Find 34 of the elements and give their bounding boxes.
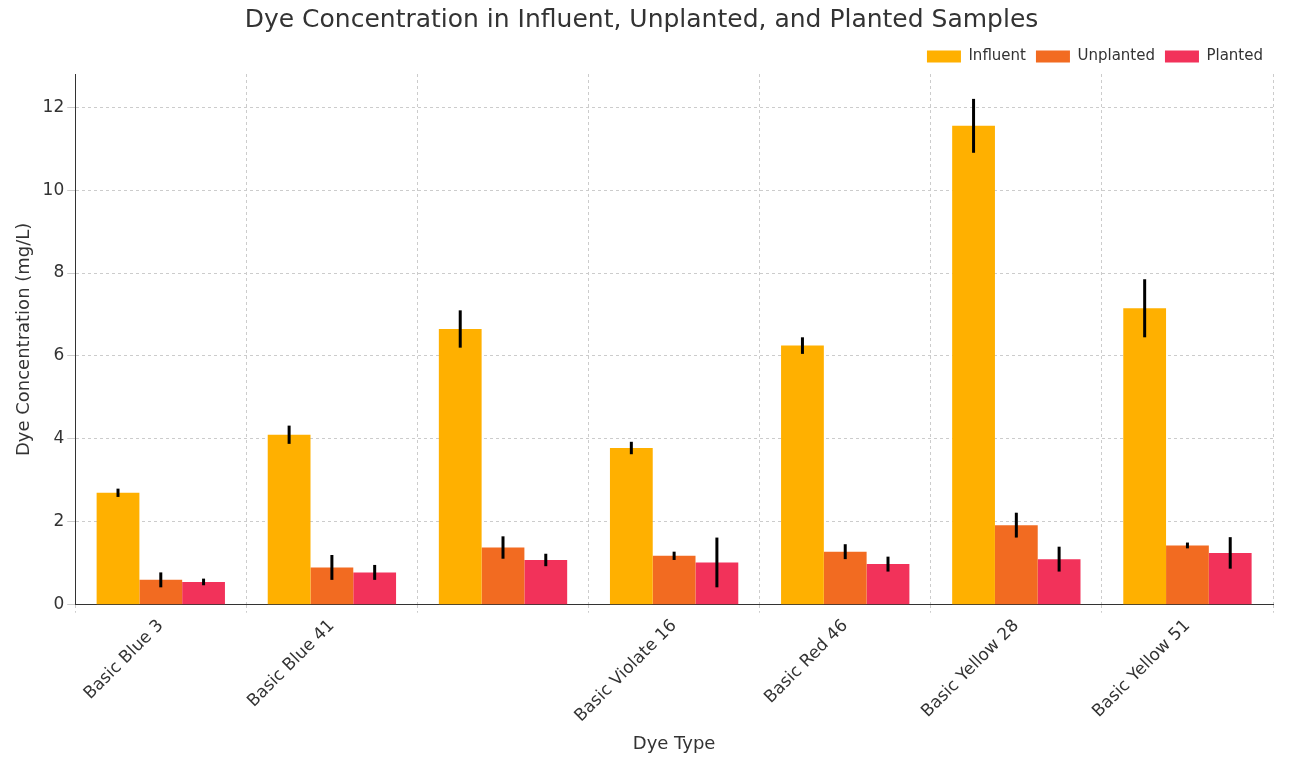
bar	[1166, 545, 1209, 605]
bar	[1123, 308, 1167, 605]
y-tick-label: 0	[53, 593, 65, 614]
bar	[866, 564, 910, 605]
bar	[353, 572, 397, 605]
legend-label: Influent	[968, 46, 1027, 65]
bar	[310, 567, 354, 605]
y-tick-label: 8	[53, 261, 65, 282]
bar	[781, 345, 824, 605]
bar	[695, 562, 739, 605]
y-tick-label: 12	[42, 95, 65, 116]
bar	[267, 434, 311, 605]
y-tick-label: 2	[53, 510, 65, 531]
bar	[481, 547, 525, 605]
bar	[438, 329, 482, 605]
bar	[96, 492, 140, 605]
legend-label: Unplanted	[1077, 46, 1155, 65]
bar	[823, 551, 867, 605]
legend-label: Planted	[1206, 46, 1263, 65]
bar	[652, 555, 696, 605]
bar	[524, 559, 568, 605]
bar	[182, 581, 225, 605]
bar	[1037, 559, 1081, 605]
chart-title: Dye Concentration in Influent, Unplanted, and Planted Samples	[244, 3, 1039, 33]
bar	[994, 525, 1038, 605]
bar	[1208, 552, 1252, 605]
x-axis-title: Dye Type	[632, 731, 716, 753]
y-tick-label: 6	[53, 344, 65, 365]
bar	[609, 448, 653, 605]
y-axis-title: Dye Concentration (mg/L)	[12, 222, 34, 457]
bar	[139, 579, 183, 605]
y-tick-label: 4	[53, 427, 65, 448]
bar	[952, 125, 995, 605]
y-tick-label: 10	[42, 178, 65, 199]
